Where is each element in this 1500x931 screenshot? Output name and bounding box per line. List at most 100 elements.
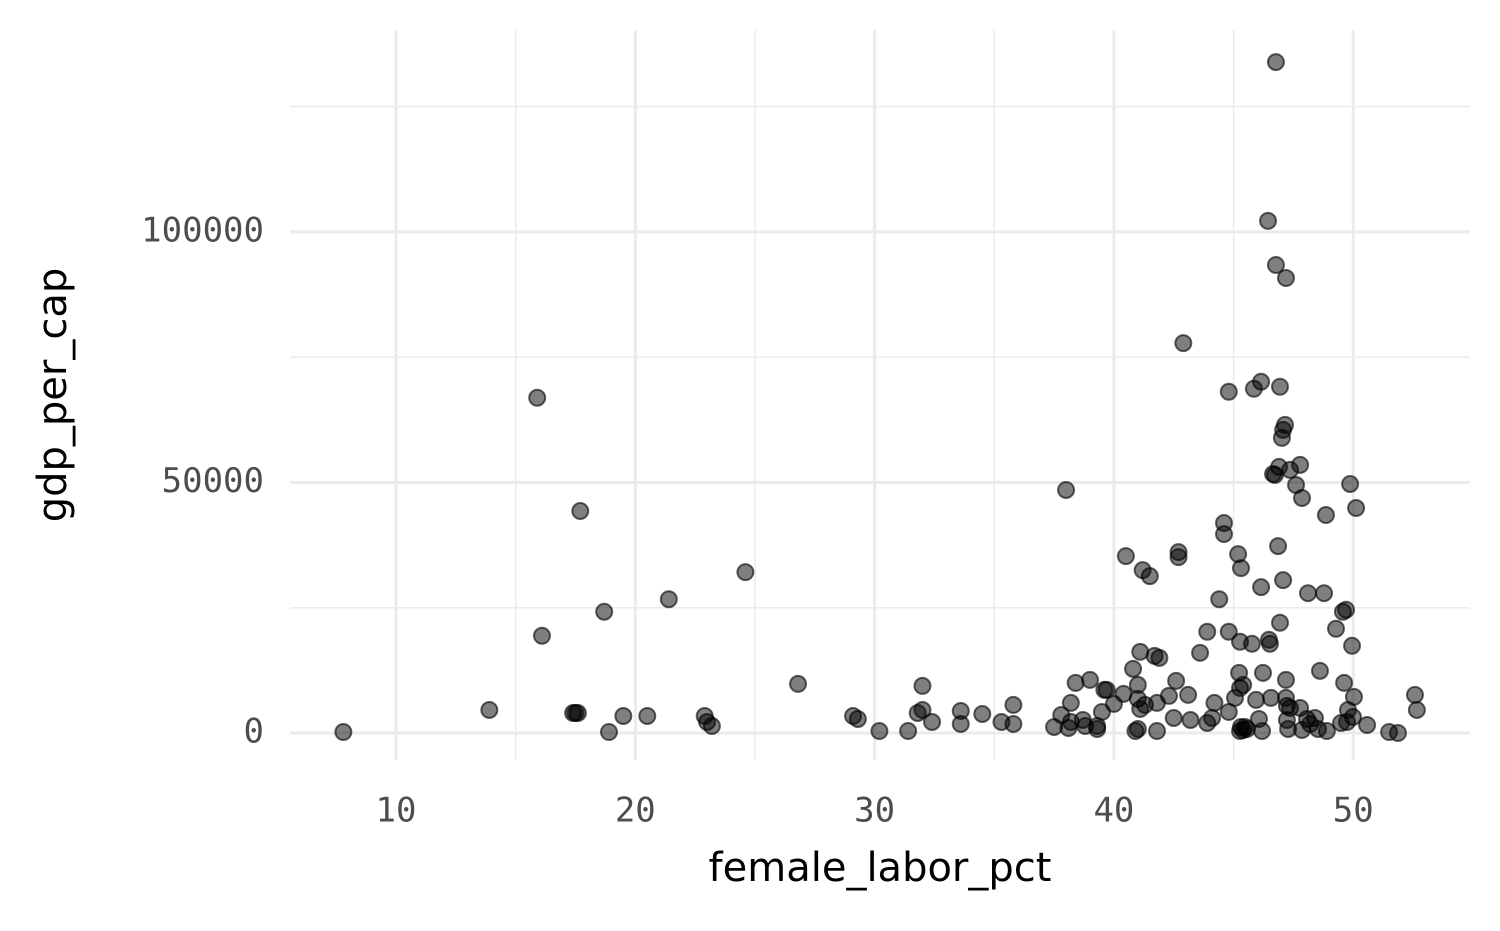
point (973, 704, 992, 723)
point (659, 590, 678, 609)
point (1169, 548, 1188, 567)
point (736, 563, 755, 582)
point (1205, 693, 1224, 712)
point (1124, 659, 1143, 678)
point (1343, 707, 1362, 726)
point (528, 388, 547, 407)
point (1210, 590, 1229, 609)
point (1247, 690, 1266, 709)
point (1407, 700, 1426, 719)
point (1347, 499, 1366, 518)
point (1080, 670, 1099, 689)
point (1344, 687, 1363, 706)
x-tick-label: 10 (376, 791, 417, 831)
point (1174, 334, 1193, 353)
point (1061, 693, 1080, 712)
x-tick-label: 50 (1333, 791, 1374, 831)
point (1164, 708, 1183, 727)
point (1242, 634, 1261, 653)
point (1405, 685, 1424, 704)
point (1274, 571, 1293, 590)
point (1219, 622, 1238, 641)
point (599, 722, 618, 741)
point (789, 674, 808, 693)
point (1276, 670, 1295, 689)
point (568, 703, 587, 722)
point (1252, 372, 1271, 391)
point (1388, 723, 1407, 742)
y-tick-label: 50000 (162, 461, 264, 501)
point (1214, 514, 1233, 533)
point (1276, 415, 1295, 434)
point (848, 709, 867, 728)
point (1261, 688, 1280, 707)
point (1057, 480, 1076, 499)
point (1358, 715, 1377, 734)
point (1066, 673, 1085, 692)
point (1293, 488, 1312, 507)
point (1254, 663, 1273, 682)
x-tick-label: 20 (615, 791, 656, 831)
point (899, 721, 918, 740)
point (1291, 455, 1310, 474)
point (1266, 255, 1285, 274)
point (1270, 613, 1289, 632)
point (1088, 719, 1107, 738)
point (913, 700, 932, 719)
point (1004, 714, 1023, 733)
point (1159, 686, 1178, 705)
point (1316, 506, 1335, 525)
point (1270, 377, 1289, 396)
point (1167, 671, 1186, 690)
point (532, 626, 551, 645)
point (1097, 680, 1116, 699)
point (1181, 710, 1200, 729)
point (638, 706, 657, 725)
point (1198, 622, 1217, 641)
point (1298, 584, 1317, 603)
grid (290, 30, 1470, 760)
x-tick-label: 30 (854, 791, 895, 831)
point (1128, 675, 1147, 694)
point (1276, 269, 1295, 288)
point (870, 721, 889, 740)
point (1252, 578, 1271, 597)
point (1253, 721, 1272, 740)
point (1259, 211, 1278, 230)
point (1147, 721, 1166, 740)
point (1343, 636, 1362, 655)
point (1203, 708, 1222, 727)
point (1266, 53, 1285, 72)
point (1335, 673, 1354, 692)
point (595, 602, 614, 621)
point (1191, 643, 1210, 662)
point (571, 502, 590, 521)
point (702, 716, 721, 735)
point (1326, 619, 1345, 638)
point (1116, 547, 1135, 566)
point (1004, 695, 1023, 714)
point (334, 722, 353, 741)
point (1128, 719, 1147, 738)
point (913, 676, 932, 695)
point (1269, 537, 1288, 556)
point (1260, 634, 1279, 653)
point (480, 700, 499, 719)
point (1315, 584, 1334, 603)
x-tick-label: 40 (1093, 791, 1134, 831)
point (1231, 559, 1250, 578)
point (614, 706, 633, 725)
point (1179, 685, 1198, 704)
point (923, 712, 942, 731)
point (1337, 600, 1356, 619)
y-tick-label: 100000 (141, 210, 264, 250)
y-axis-label: gdp_per_cap (30, 268, 76, 523)
x-axis-label: female_labor_pct (709, 845, 1052, 891)
point (1219, 382, 1238, 401)
point (1310, 661, 1329, 680)
point (1234, 675, 1253, 694)
point (1140, 567, 1159, 586)
y-tick-label: 0 (244, 711, 264, 751)
